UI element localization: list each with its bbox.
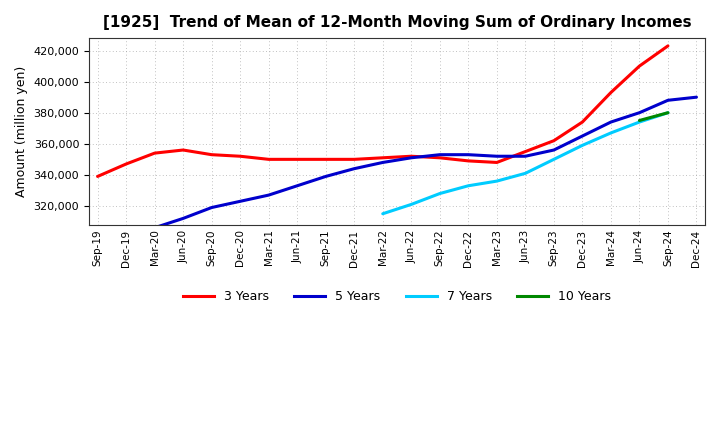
5 Years <box>321 174 330 179</box>
3 Years <box>606 90 615 95</box>
3 Years <box>379 155 387 161</box>
3 Years <box>122 161 130 167</box>
3 Years <box>549 138 558 143</box>
5 Years <box>606 119 615 125</box>
5 Years <box>379 160 387 165</box>
Y-axis label: Amount (million yen): Amount (million yen) <box>15 66 28 197</box>
Legend: 3 Years, 5 Years, 7 Years, 10 Years: 3 Years, 5 Years, 7 Years, 10 Years <box>178 285 616 308</box>
Line: 10 Years: 10 Years <box>639 113 668 121</box>
5 Years <box>350 166 359 171</box>
3 Years <box>436 155 444 161</box>
5 Years <box>635 110 644 115</box>
3 Years <box>664 43 672 48</box>
3 Years <box>264 157 273 162</box>
3 Years <box>179 147 187 153</box>
7 Years <box>635 119 644 125</box>
5 Years <box>179 216 187 221</box>
7 Years <box>492 179 501 184</box>
5 Years <box>664 98 672 103</box>
5 Years <box>236 199 245 204</box>
5 Years <box>293 183 302 188</box>
7 Years <box>549 157 558 162</box>
7 Years <box>664 110 672 115</box>
7 Years <box>606 130 615 136</box>
3 Years <box>464 158 472 164</box>
5 Years <box>521 154 530 159</box>
5 Years <box>436 152 444 158</box>
7 Years <box>521 171 530 176</box>
3 Years <box>492 160 501 165</box>
5 Years <box>407 155 415 161</box>
Line: 5 Years: 5 Years <box>155 97 696 228</box>
10 Years <box>664 110 672 115</box>
5 Years <box>464 152 472 158</box>
3 Years <box>521 149 530 154</box>
Line: 7 Years: 7 Years <box>383 113 668 214</box>
Line: 3 Years: 3 Years <box>98 46 668 176</box>
10 Years <box>635 118 644 123</box>
7 Years <box>464 183 472 188</box>
3 Years <box>236 154 245 159</box>
7 Years <box>578 143 587 148</box>
3 Years <box>321 157 330 162</box>
5 Years <box>549 147 558 153</box>
5 Years <box>578 133 587 139</box>
7 Years <box>436 191 444 196</box>
3 Years <box>578 119 587 125</box>
5 Years <box>492 154 501 159</box>
3 Years <box>94 174 102 179</box>
7 Years <box>379 211 387 216</box>
5 Years <box>692 95 701 100</box>
Title: [1925]  Trend of Mean of 12-Month Moving Sum of Ordinary Incomes: [1925] Trend of Mean of 12-Month Moving … <box>103 15 691 30</box>
5 Years <box>150 225 159 231</box>
5 Years <box>264 192 273 198</box>
5 Years <box>207 205 216 210</box>
3 Years <box>635 63 644 69</box>
3 Years <box>350 157 359 162</box>
3 Years <box>207 152 216 158</box>
3 Years <box>150 150 159 156</box>
3 Years <box>407 154 415 159</box>
3 Years <box>293 157 302 162</box>
7 Years <box>407 202 415 207</box>
